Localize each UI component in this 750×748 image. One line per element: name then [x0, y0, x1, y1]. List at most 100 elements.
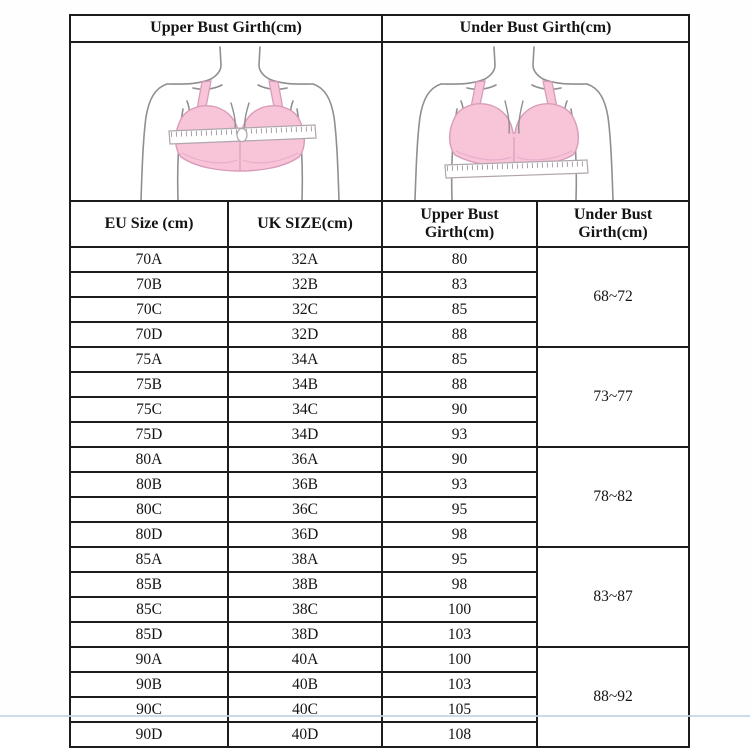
eu-size-cell: 85D: [69, 621, 229, 648]
table-row: 75D 34D 93: [69, 421, 689, 448]
table-row: 70B 32B 83: [69, 271, 689, 298]
under-bust-range-cell: 68~72: [536, 246, 691, 348]
eu-size-cell: 70D: [69, 321, 229, 348]
table-row: 70A 32A 80 68~72: [69, 246, 691, 348]
eu-size-cell: 70B: [69, 271, 229, 298]
eu-size-cell: 80D: [69, 521, 229, 548]
measuring-tape: [443, 159, 589, 179]
under-bust-illustration-cell: [381, 41, 691, 202]
uk-size-cell: 34C: [226, 396, 384, 423]
table-row: 70C 32C 85: [69, 296, 689, 323]
table-row: 90B 40B 103: [69, 671, 689, 698]
upper-bust-measurement-illustration: [140, 46, 340, 199]
upper-bust-cell: 85: [381, 346, 539, 373]
uk-size-column-header: UK SIZE(cm): [226, 200, 384, 248]
upper-bust-cell: 88: [381, 321, 539, 348]
uk-size-cell: 38C: [226, 596, 384, 623]
upper-bust-cell: 93: [381, 421, 539, 448]
table-row: 90A 40A 100 88~92: [69, 646, 691, 748]
upper-bust-girth-header: Upper Bust Girth(cm): [68, 14, 384, 43]
upper-bust-cell: 90: [381, 396, 539, 423]
upper-bust-cell: 83: [381, 271, 539, 298]
table-row: 70D 32D 88: [69, 321, 689, 348]
upper-bust-cell: 95: [381, 546, 539, 573]
uk-size-cell: 38D: [226, 621, 384, 648]
table-row: 80C 36C 95: [69, 496, 689, 523]
eu-size-cell: 85A: [69, 546, 229, 573]
upper-bust-cell: 95: [381, 496, 539, 523]
upper-bust-cell: 105: [381, 696, 539, 723]
upper-bust-cell: 100: [381, 646, 539, 673]
upper-bust-header-line2: Girth(cm): [424, 224, 495, 241]
uk-size-cell: 36B: [226, 471, 384, 498]
eu-size-cell: 85B: [69, 571, 229, 598]
under-bust-measurement-illustration: [413, 46, 614, 199]
upper-bust-cell: 85: [381, 296, 539, 323]
eu-size-cell: 90B: [69, 671, 229, 698]
table-row: 75A 34A 85 73~77: [69, 346, 691, 448]
table-row: 80D 36D 98: [69, 521, 689, 548]
uk-size-cell: 40C: [226, 696, 384, 723]
eu-size-cell: 75D: [69, 421, 229, 448]
upper-bust-cell: 103: [381, 621, 539, 648]
uk-size-cell: 34B: [226, 371, 384, 398]
uk-size-cell: 36A: [226, 446, 384, 473]
bra-graphic: [448, 80, 579, 168]
eu-size-column-header: EU Size (cm): [69, 200, 229, 248]
photo-edge-line: [0, 715, 750, 717]
eu-size-cell: 75C: [69, 396, 229, 423]
eu-size-cell: 80A: [69, 446, 229, 473]
uk-size-cell: 40B: [226, 671, 384, 698]
upper-bust-cell: 80: [381, 246, 539, 273]
eu-size-cell: 70A: [69, 246, 229, 273]
uk-size-cell: 36C: [226, 496, 384, 523]
table-row: 85B 38B 98: [69, 571, 689, 598]
uk-size-cell: 32A: [226, 246, 384, 273]
under-bust-column-header: Under Bust Girth(cm): [536, 200, 691, 248]
under-bust-header-line1: Under Bust: [573, 205, 653, 223]
upper-bust-column-header: Upper Bust Girth(cm): [381, 200, 539, 248]
table-row: 85D 38D 103: [69, 621, 689, 648]
upper-bust-cell: 93: [381, 471, 539, 498]
uk-size-cell: 34D: [226, 421, 384, 448]
table-row: 75B 34B 88: [69, 371, 689, 398]
under-bust-header-line2: Girth(cm): [578, 224, 648, 241]
eu-size-cell: 90C: [69, 696, 229, 723]
illustration-row: [68, 41, 691, 202]
table-row: 85C 38C 100: [69, 596, 689, 623]
table-row: 75C 34C 90: [69, 396, 689, 423]
table-row: 80B 36B 93: [69, 471, 689, 498]
cleavage-lines: [503, 100, 524, 134]
eu-size-cell: 70C: [69, 296, 229, 323]
eu-size-cell: 80B: [69, 471, 229, 498]
uk-size-cell: 32C: [226, 296, 384, 323]
size-chart-table: Upper Bust Girth(cm) Under Bust Girth(cm…: [68, 14, 691, 748]
cleavage-lines: [230, 102, 250, 130]
table-row: 85A 38A 95 83~87: [69, 546, 691, 648]
uk-size-cell: 40D: [226, 721, 384, 748]
upper-bust-cell: 88: [381, 371, 539, 398]
under-bust-range-cell: 88~92: [536, 646, 691, 748]
top-header-row: Upper Bust Girth(cm) Under Bust Girth(cm…: [68, 14, 691, 43]
uk-size-cell: 38A: [226, 546, 384, 573]
torso-outline: [140, 46, 340, 199]
under-bust-girth-header: Under Bust Girth(cm): [381, 14, 691, 43]
under-bust-range-cell: 78~82: [536, 446, 691, 548]
eu-size-cell: 75A: [69, 346, 229, 373]
upper-bust-illustration-cell: [68, 41, 384, 202]
eu-size-cell: 80C: [69, 496, 229, 523]
uk-size-cell: 36D: [226, 521, 384, 548]
uk-size-cell: 40A: [226, 646, 384, 673]
torso-outline: [413, 46, 614, 199]
measuring-tape: [168, 124, 317, 145]
column-header-row: EU Size (cm) UK SIZE(cm) Upper Bust Girt…: [69, 200, 691, 248]
size-chart-page: Upper Bust Girth(cm) Under Bust Girth(cm…: [0, 14, 750, 748]
uk-size-cell: 38B: [226, 571, 384, 598]
under-bust-range-cell: 73~77: [536, 346, 691, 448]
upper-bust-cell: 98: [381, 521, 539, 548]
eu-size-cell: 85C: [69, 596, 229, 623]
under-bust-range-cell: 83~87: [536, 546, 691, 648]
upper-bust-cell: 103: [381, 671, 539, 698]
eu-size-cell: 90D: [69, 721, 229, 748]
upper-bust-cell: 98: [381, 571, 539, 598]
